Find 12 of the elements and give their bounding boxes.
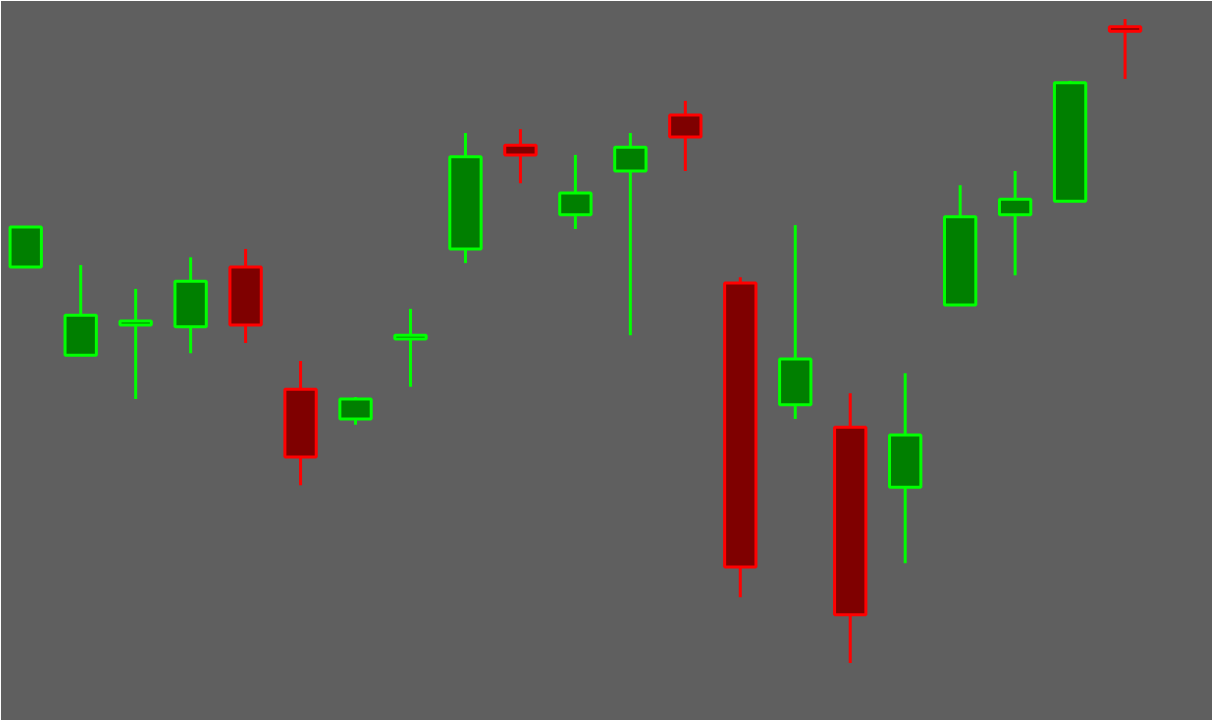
candlestick — [503, 127, 538, 185]
candlestick — [8, 225, 43, 269]
candlestick — [997, 169, 1033, 277]
candlestick — [668, 99, 703, 173]
candlestick — [1107, 17, 1143, 81]
candlestick — [613, 131, 648, 337]
candlestick — [173, 255, 208, 355]
candlestick — [778, 223, 813, 421]
candlestick — [63, 263, 98, 357]
candlestick — [338, 395, 373, 427]
candlestick — [558, 153, 593, 231]
candlestick — [393, 307, 428, 389]
